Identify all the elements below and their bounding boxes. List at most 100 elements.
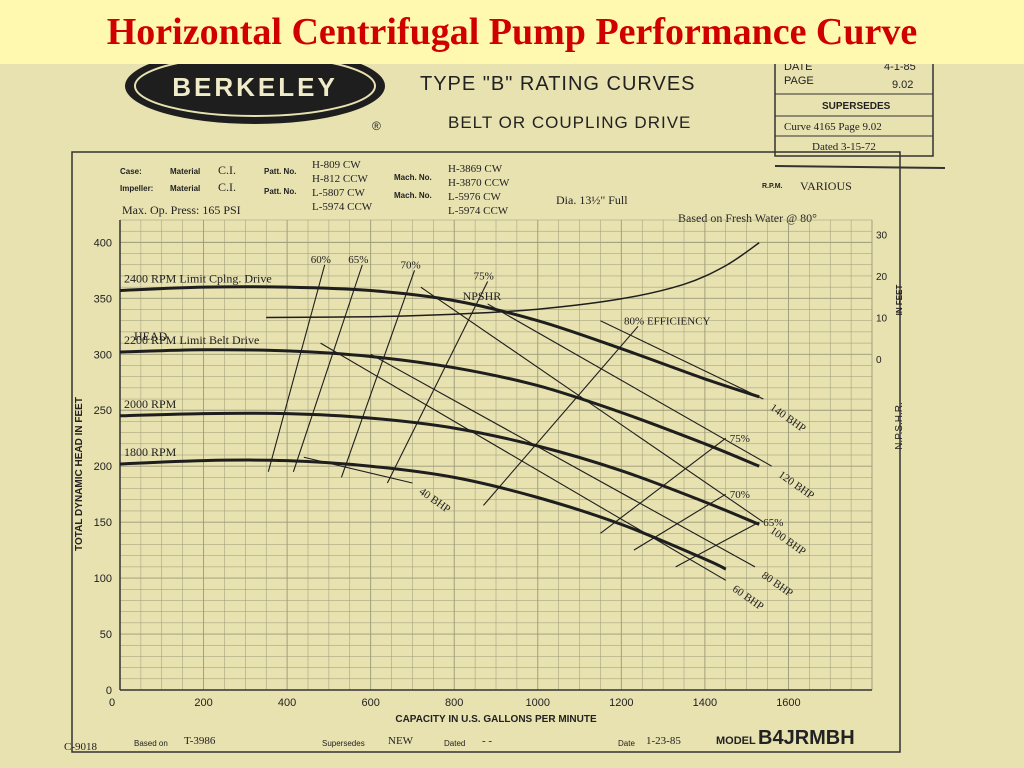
- rating-curve-sheet: BERKELEY ® TYPE "B" RATING CURVES BELT O…: [0, 64, 1024, 768]
- sheet-heading-line2: BELT OR COUPLING DRIVE: [448, 113, 691, 132]
- bhp-label: 120 BHP: [776, 469, 816, 502]
- svg-text:L-5974 CCW: L-5974 CCW: [312, 201, 373, 213]
- head-curve: [119, 458, 727, 571]
- x-tick-label: 1200: [609, 697, 633, 709]
- svg-text:H-3869 CW: H-3869 CW: [448, 163, 503, 175]
- bhp-line: [600, 320, 764, 400]
- slide-title: Horizontal Centrifugal Pump Performance …: [106, 11, 918, 53]
- y-tick-labels: 0 50 100 150 200 250 300 350 400: [94, 237, 112, 697]
- bhp-line: [370, 353, 756, 568]
- berkeley-logo: BERKELEY ®: [125, 64, 385, 133]
- svg-text:H-812 CCW: H-812 CCW: [312, 173, 369, 185]
- efficiency-line: [386, 281, 489, 484]
- sheet-heading-line1: TYPE "B" RATING CURVES: [420, 73, 696, 95]
- svg-text:Max. Op. Press: 165 PSI: Max. Op. Press: 165 PSI: [122, 203, 241, 217]
- x-tick-label: 1000: [526, 697, 550, 709]
- y-tick-label: 150: [94, 517, 112, 529]
- registered-mark: ®: [372, 119, 381, 133]
- efficiency-label: 70%: [730, 489, 750, 501]
- npshr-tick-label: 30: [876, 231, 888, 242]
- y2-axis-unit: IN FEET: [895, 285, 904, 316]
- svg-text:L-5976 CW: L-5976 CW: [448, 191, 501, 203]
- chart-axes: [119, 220, 872, 691]
- efficiency-lines: 60% 65% 70% 75% 80% EFFICIENCY 75% 70% 65%: [267, 254, 783, 568]
- npshr-curve: NPSHR: [266, 242, 760, 319]
- bhp-label: 80 BHP: [759, 570, 795, 600]
- page-value: 9.02: [892, 79, 913, 91]
- x-tick-label: 0: [109, 697, 115, 709]
- y-tick-label: 250: [94, 405, 112, 417]
- efficiency-line: [292, 264, 363, 472]
- head-curve-label: 2400 RPM Limit Cplng. Drive: [124, 272, 272, 286]
- y-tick-label: 300: [94, 349, 112, 361]
- npshr-line: [266, 242, 760, 319]
- info-box: DATE 4-1-85 PAGE 9.02 SUPERSEDES Curve 4…: [774, 64, 934, 157]
- head-curve: [119, 411, 760, 526]
- supersedes-label: SUPERSEDES: [822, 101, 891, 112]
- date-label: DATE: [784, 64, 813, 73]
- svg-text:Date: Date: [618, 739, 635, 748]
- npshr-tick-label: 20: [876, 272, 888, 283]
- efficiency-label: 65%: [348, 254, 368, 266]
- x-tick-label: 400: [278, 697, 296, 709]
- efficiency-label: 60%: [311, 254, 331, 266]
- x-axis-label: CAPACITY IN U.S. GALLONS PER MINUTE: [395, 714, 597, 725]
- curve-ref: Curve 4165 Page 9.02: [784, 121, 882, 133]
- efficiency-line: [483, 325, 639, 506]
- head-curve-label: 1800 RPM: [124, 445, 177, 459]
- chart-grid: [119, 219, 873, 691]
- svg-text:Material: Material: [170, 184, 200, 193]
- svg-text:Supersedes: Supersedes: [322, 739, 365, 748]
- y-tick-label: 350: [94, 293, 112, 305]
- svg-text:H-809 CW: H-809 CW: [312, 159, 361, 171]
- svg-text:Mach. No.: Mach. No.: [394, 173, 432, 182]
- y2-axis-label: N.P.S.H.R.: [894, 402, 905, 450]
- svg-text:Case:: Case:: [120, 167, 142, 176]
- title-banner: Horizontal Centrifugal Pump Performance …: [0, 0, 1024, 64]
- head-label: HEAD: [134, 329, 168, 343]
- bhp-label: 100 BHP: [768, 525, 808, 558]
- x-tick-label: 200: [194, 697, 212, 709]
- npshr-tick-label: 0: [876, 355, 882, 366]
- svg-text:NEW: NEW: [388, 735, 414, 747]
- svg-text:Mach. No.: Mach. No.: [394, 191, 432, 200]
- svg-text:Based on Fresh Water @ 80°: Based on Fresh Water @ 80°: [678, 211, 817, 225]
- bhp-line: [487, 303, 773, 467]
- svg-text:H-3870 CCW: H-3870 CCW: [448, 177, 510, 189]
- head-curve-label: 2200 RPM Limit Belt Drive: [124, 333, 259, 347]
- efficiency-label: 70%: [401, 259, 421, 271]
- bhp-label: 140 BHP: [768, 402, 808, 435]
- npshr-tick-label: 10: [876, 314, 888, 325]
- svg-text:Patt. No.: Patt. No.: [264, 167, 296, 176]
- dated-ref: Dated 3-15-72: [812, 141, 876, 153]
- svg-text:L-5807 CW: L-5807 CW: [312, 187, 365, 199]
- efficiency-line: [340, 270, 416, 478]
- svg-text:- -: - -: [482, 735, 492, 747]
- sheet-footer: C-9018 Based on T-3986 Supersedes NEW Da…: [64, 727, 855, 753]
- bhp-line: [320, 342, 727, 581]
- svg-text:Impeller:: Impeller:: [120, 184, 153, 193]
- svg-text:L-5974 CCW: L-5974 CCW: [448, 205, 509, 217]
- svg-text:VARIOUS: VARIOUS: [800, 179, 852, 193]
- x-tick-labels: 0 200 400 600 800 1000 1200 1400 1600: [109, 697, 801, 709]
- y-axis-label: TOTAL DYNAMIC HEAD IN FEET: [74, 397, 85, 551]
- logo-text: BERKELEY: [172, 72, 338, 102]
- svg-text:Dia. 13½" Full: Dia. 13½" Full: [556, 193, 628, 207]
- svg-text:B4JRMBH: B4JRMBH: [758, 727, 855, 749]
- head-curve: [119, 348, 760, 468]
- spec-block: Case: Material C.I. Impeller: Material C…: [120, 159, 852, 225]
- efficiency-label: 65%: [763, 517, 783, 529]
- svg-text:C.I.: C.I.: [218, 163, 236, 177]
- head-curve-label: 2000 RPM: [124, 397, 177, 411]
- svg-text:Material: Material: [170, 167, 200, 176]
- efficiency-line: [267, 264, 326, 472]
- efficiency-label: 75%: [730, 433, 750, 445]
- y-tick-label: 50: [100, 629, 112, 641]
- page-label: PAGE: [784, 75, 814, 87]
- svg-text:R.P.M.: R.P.M.: [762, 183, 783, 190]
- bhp-line: [420, 286, 764, 523]
- pump-curve-chart: BERKELEY ® TYPE "B" RATING CURVES BELT O…: [64, 64, 946, 753]
- y-tick-label: 200: [94, 461, 112, 473]
- efficiency-label: 75%: [474, 271, 494, 283]
